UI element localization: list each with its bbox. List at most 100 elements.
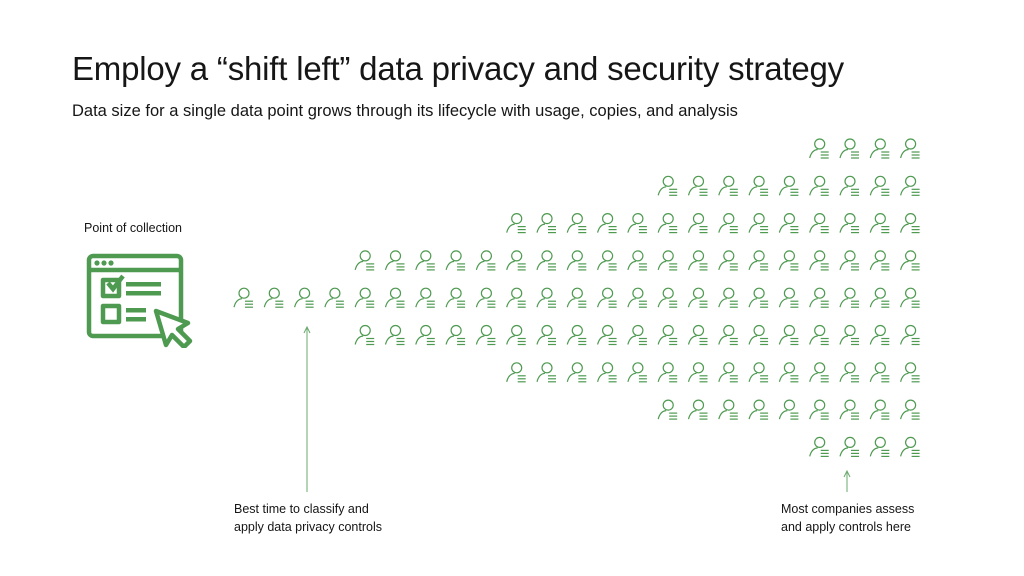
user-record-icon <box>809 436 829 457</box>
user-record-icon <box>627 213 647 234</box>
user-record-icon <box>778 399 799 420</box>
user-record-icon <box>506 287 526 308</box>
user-record-icon <box>839 436 859 457</box>
user-record-icon <box>809 324 829 346</box>
user-record-icon <box>627 287 647 308</box>
user-record-icon <box>566 250 587 271</box>
user-record-icon <box>536 250 556 271</box>
user-record-icon <box>597 324 617 346</box>
user-record-icon <box>900 213 920 234</box>
user-record-icon <box>778 287 799 308</box>
user-record-icon <box>809 250 829 271</box>
user-record-icon <box>718 399 738 420</box>
user-record-icon <box>809 175 829 196</box>
best-time-line-1: Best time to classify and <box>234 502 369 516</box>
user-record-icon <box>687 250 708 271</box>
user-record-icon <box>597 213 617 234</box>
user-record-icon <box>354 287 375 308</box>
user-record-icon <box>566 213 587 234</box>
user-record-icon <box>657 175 678 196</box>
user-record-icon <box>687 287 708 308</box>
user-record-icon <box>354 324 375 346</box>
user-record-icon <box>475 287 496 308</box>
user-record-icon <box>900 138 920 159</box>
user-record-icon <box>324 287 344 308</box>
user-record-icon <box>869 250 890 271</box>
user-record-icon <box>900 287 920 308</box>
user-record-icon <box>900 324 920 346</box>
user-record-icon <box>687 362 708 383</box>
user-record-icon <box>597 250 617 271</box>
user-record-icon <box>778 250 799 271</box>
user-record-icon <box>839 138 859 159</box>
user-record-icon <box>748 250 769 271</box>
user-record-icon <box>869 138 890 159</box>
user-record-icon <box>566 324 587 346</box>
user-record-icon <box>536 324 556 346</box>
user-record-icon <box>415 287 435 308</box>
user-record-icon <box>748 213 769 234</box>
user-record-icon <box>415 324 435 346</box>
user-record-icon <box>778 175 799 196</box>
user-record-icon <box>809 138 829 159</box>
user-record-icon <box>809 362 829 383</box>
user-record-icon <box>657 324 678 346</box>
user-record-icon <box>718 362 738 383</box>
user-record-icon <box>597 287 617 308</box>
user-record-icon <box>839 399 859 420</box>
user-record-icon <box>384 250 405 271</box>
user-record-icon <box>263 287 284 308</box>
user-record-icon <box>506 250 526 271</box>
most-companies-line-1: Most companies assess <box>781 502 915 516</box>
user-record-icon <box>748 287 769 308</box>
user-record-icon <box>657 399 678 420</box>
user-record-icon <box>506 324 526 346</box>
user-record-icon <box>566 362 587 383</box>
user-record-icon <box>294 287 314 308</box>
user-record-icon <box>900 250 920 271</box>
user-record-icon <box>718 324 738 346</box>
user-record-icon <box>657 362 678 383</box>
user-record-icon <box>718 175 738 196</box>
user-record-icon <box>778 362 799 383</box>
page-title: Employ a “shift left” data privacy and s… <box>72 50 844 87</box>
browser-form-cursor-icon <box>86 253 193 348</box>
user-record-icon <box>809 287 829 308</box>
user-record-icon <box>233 287 253 308</box>
user-record-icon <box>839 287 859 308</box>
user-record-icon <box>839 362 859 383</box>
user-record-icon <box>536 287 556 308</box>
user-record-icon <box>657 250 678 271</box>
user-record-icon <box>536 362 556 383</box>
user-record-icon <box>748 324 769 346</box>
page-subtitle: Data size for a single data point grows … <box>72 102 738 120</box>
most-companies-line-2: and apply controls here <box>781 520 911 534</box>
user-record-icon <box>445 287 466 308</box>
user-record-icon <box>687 213 708 234</box>
arrow-up-most-companies <box>843 470 851 492</box>
user-record-icon <box>718 213 738 234</box>
user-record-icon <box>536 213 556 234</box>
user-record-icon <box>354 250 375 271</box>
user-record-icon <box>687 399 708 420</box>
user-record-icon <box>657 287 678 308</box>
user-record-icon <box>809 213 829 234</box>
user-record-icon <box>506 213 526 234</box>
user-record-icon <box>566 287 587 308</box>
user-record-icon <box>445 250 466 271</box>
user-record-icon <box>869 287 890 308</box>
user-record-icon <box>900 399 920 420</box>
user-record-icon <box>839 213 859 234</box>
user-record-icon <box>657 213 678 234</box>
user-record-icon <box>475 324 496 346</box>
user-record-icon <box>869 399 890 420</box>
user-record-icon <box>748 362 769 383</box>
user-record-icon <box>627 250 647 271</box>
user-record-icon <box>748 399 769 420</box>
user-record-icon <box>900 436 920 457</box>
user-record-icon <box>839 175 859 196</box>
user-record-icon <box>778 213 799 234</box>
best-time-annotation: Best time to classify and apply data pri… <box>234 500 382 536</box>
user-record-icon <box>869 213 890 234</box>
user-record-icon <box>384 287 405 308</box>
